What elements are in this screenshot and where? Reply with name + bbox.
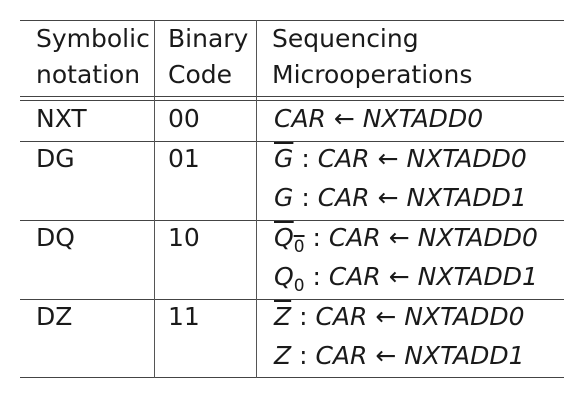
row-divider-1 — [20, 141, 564, 142]
source-address: NXTADD0 — [404, 302, 525, 331]
source-address: NXTADD0 — [417, 223, 538, 252]
row-code: 11 — [168, 302, 200, 331]
row-symbol: DQ — [36, 223, 75, 252]
header-rule-2 — [20, 100, 564, 101]
microoperation: CAR ← NXTADD0 — [274, 104, 483, 134]
target-register: CAR — [315, 341, 368, 370]
assign-arrow: ← — [367, 302, 405, 331]
row-divider-2 — [20, 220, 564, 221]
microoperation: Q0 : CAR ← NXTADD1 — [274, 262, 538, 301]
condition-subscript: 0 — [293, 237, 305, 257]
header-sequencing: Sequencing — [272, 24, 419, 53]
row-symbol: DZ — [36, 302, 73, 331]
assign-arrow: ← — [380, 223, 418, 252]
header-rule-1 — [20, 96, 564, 97]
microoperation: G : CAR ← NXTADD0 — [274, 144, 527, 174]
colon: : — [304, 262, 329, 291]
target-register: CAR — [317, 183, 370, 212]
assign-arrow: ← — [369, 144, 407, 173]
source-address: NXTADD0 — [406, 144, 527, 173]
source-address: NXTADD1 — [417, 262, 538, 291]
condition-complement: G — [274, 144, 294, 173]
header-symbolic: Symbolic — [36, 24, 150, 53]
row-symbol: DG — [36, 144, 75, 173]
assign-arrow: ← — [325, 104, 363, 133]
assign-arrow: ← — [367, 341, 405, 370]
colon: : — [291, 341, 316, 370]
bottom-rule — [20, 377, 564, 378]
assign-arrow: ← — [380, 262, 418, 291]
microoperation: Q0 : CAR ← NXTADD0 — [274, 223, 538, 262]
source-address: NXTADD1 — [404, 341, 525, 370]
microoperation: Z : CAR ← NXTADD0 — [274, 302, 525, 332]
column-divider-2 — [256, 20, 257, 378]
target-register: CAR — [328, 262, 381, 291]
colon: : — [291, 302, 316, 331]
header-microoperations: Microoperations — [272, 60, 473, 89]
row-symbol: NXT — [36, 104, 87, 133]
condition: G — [274, 183, 294, 212]
target-register: CAR — [328, 223, 381, 252]
top-rule — [20, 20, 564, 21]
source-address: NXTADD1 — [406, 183, 527, 212]
row-code: 01 — [168, 144, 200, 173]
row-divider-3 — [20, 299, 564, 300]
condition-complement: Q0 — [274, 223, 305, 257]
header-code: Code — [168, 60, 233, 89]
column-divider-1 — [154, 20, 155, 378]
colon: : — [304, 223, 329, 252]
microoperation-table: Symbolic notation Binary Code Sequencing… — [20, 20, 564, 378]
colon: : — [293, 144, 318, 173]
microoperation: Z : CAR ← NXTADD1 — [274, 341, 525, 371]
target-register: CAR — [317, 144, 370, 173]
header-notation: notation — [36, 60, 141, 89]
header-binary: Binary — [168, 24, 249, 53]
assign-arrow: ← — [369, 183, 407, 212]
target-register: CAR — [274, 104, 326, 133]
colon: : — [293, 183, 318, 212]
condition-subscript: 0 — [293, 276, 305, 296]
microoperation: G : CAR ← NXTADD1 — [274, 183, 527, 213]
row-code: 10 — [168, 223, 200, 252]
condition: Z — [274, 341, 292, 370]
source-address: NXTADD0 — [362, 104, 484, 133]
target-register: CAR — [315, 302, 368, 331]
row-code: 00 — [168, 104, 200, 133]
condition: Q0 — [274, 262, 305, 296]
condition-complement: Z — [274, 302, 292, 331]
